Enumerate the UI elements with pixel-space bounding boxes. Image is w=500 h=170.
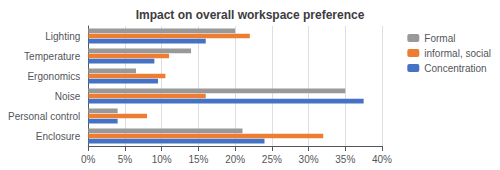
svg-text:Concentration: Concentration: [424, 63, 486, 74]
svg-text:15%: 15%: [188, 154, 208, 165]
svg-text:Temperature: Temperature: [24, 51, 81, 62]
svg-text:Impact on overall workspace pr: Impact on overall workspace preference: [136, 8, 365, 22]
svg-text:Personal control: Personal control: [8, 111, 80, 122]
svg-text:0%: 0%: [81, 154, 96, 165]
svg-text:Ergonomics: Ergonomics: [27, 71, 80, 82]
svg-text:Enclosure: Enclosure: [36, 131, 81, 142]
svg-text:informal, social: informal, social: [424, 48, 491, 59]
svg-text:5%: 5%: [118, 154, 133, 165]
svg-text:Noise: Noise: [55, 91, 81, 102]
svg-text:Formal: Formal: [424, 33, 455, 44]
svg-text:40%: 40%: [372, 154, 392, 165]
svg-text:10%: 10%: [152, 154, 172, 165]
svg-text:25%: 25%: [262, 154, 282, 165]
svg-text:20%: 20%: [225, 154, 245, 165]
svg-text:35%: 35%: [335, 154, 355, 165]
svg-text:30%: 30%: [299, 154, 319, 165]
svg-text:Lighting: Lighting: [45, 31, 80, 42]
